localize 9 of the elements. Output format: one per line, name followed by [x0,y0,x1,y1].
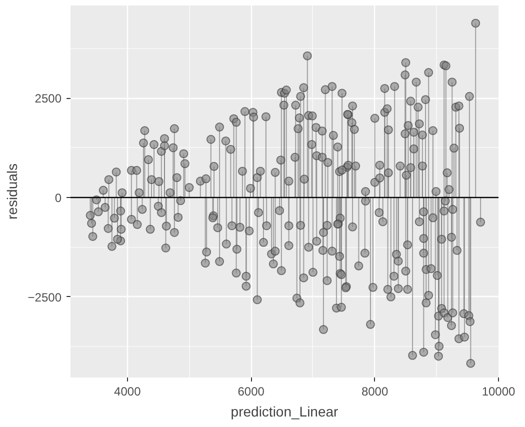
y-tick-label: 2500 [34,92,62,106]
y-tick-label: 0 [54,190,62,205]
y-axis-title: residuals [4,163,20,220]
y-tick-label: −2500 [28,290,62,304]
x-tick-label: 4000 [114,384,142,398]
x-tick-label: 10000 [482,384,516,398]
x-tick-label: 6000 [238,384,265,398]
x-tick-label: 8000 [361,384,388,398]
x-axis-title: prediction_Linear [230,404,339,420]
